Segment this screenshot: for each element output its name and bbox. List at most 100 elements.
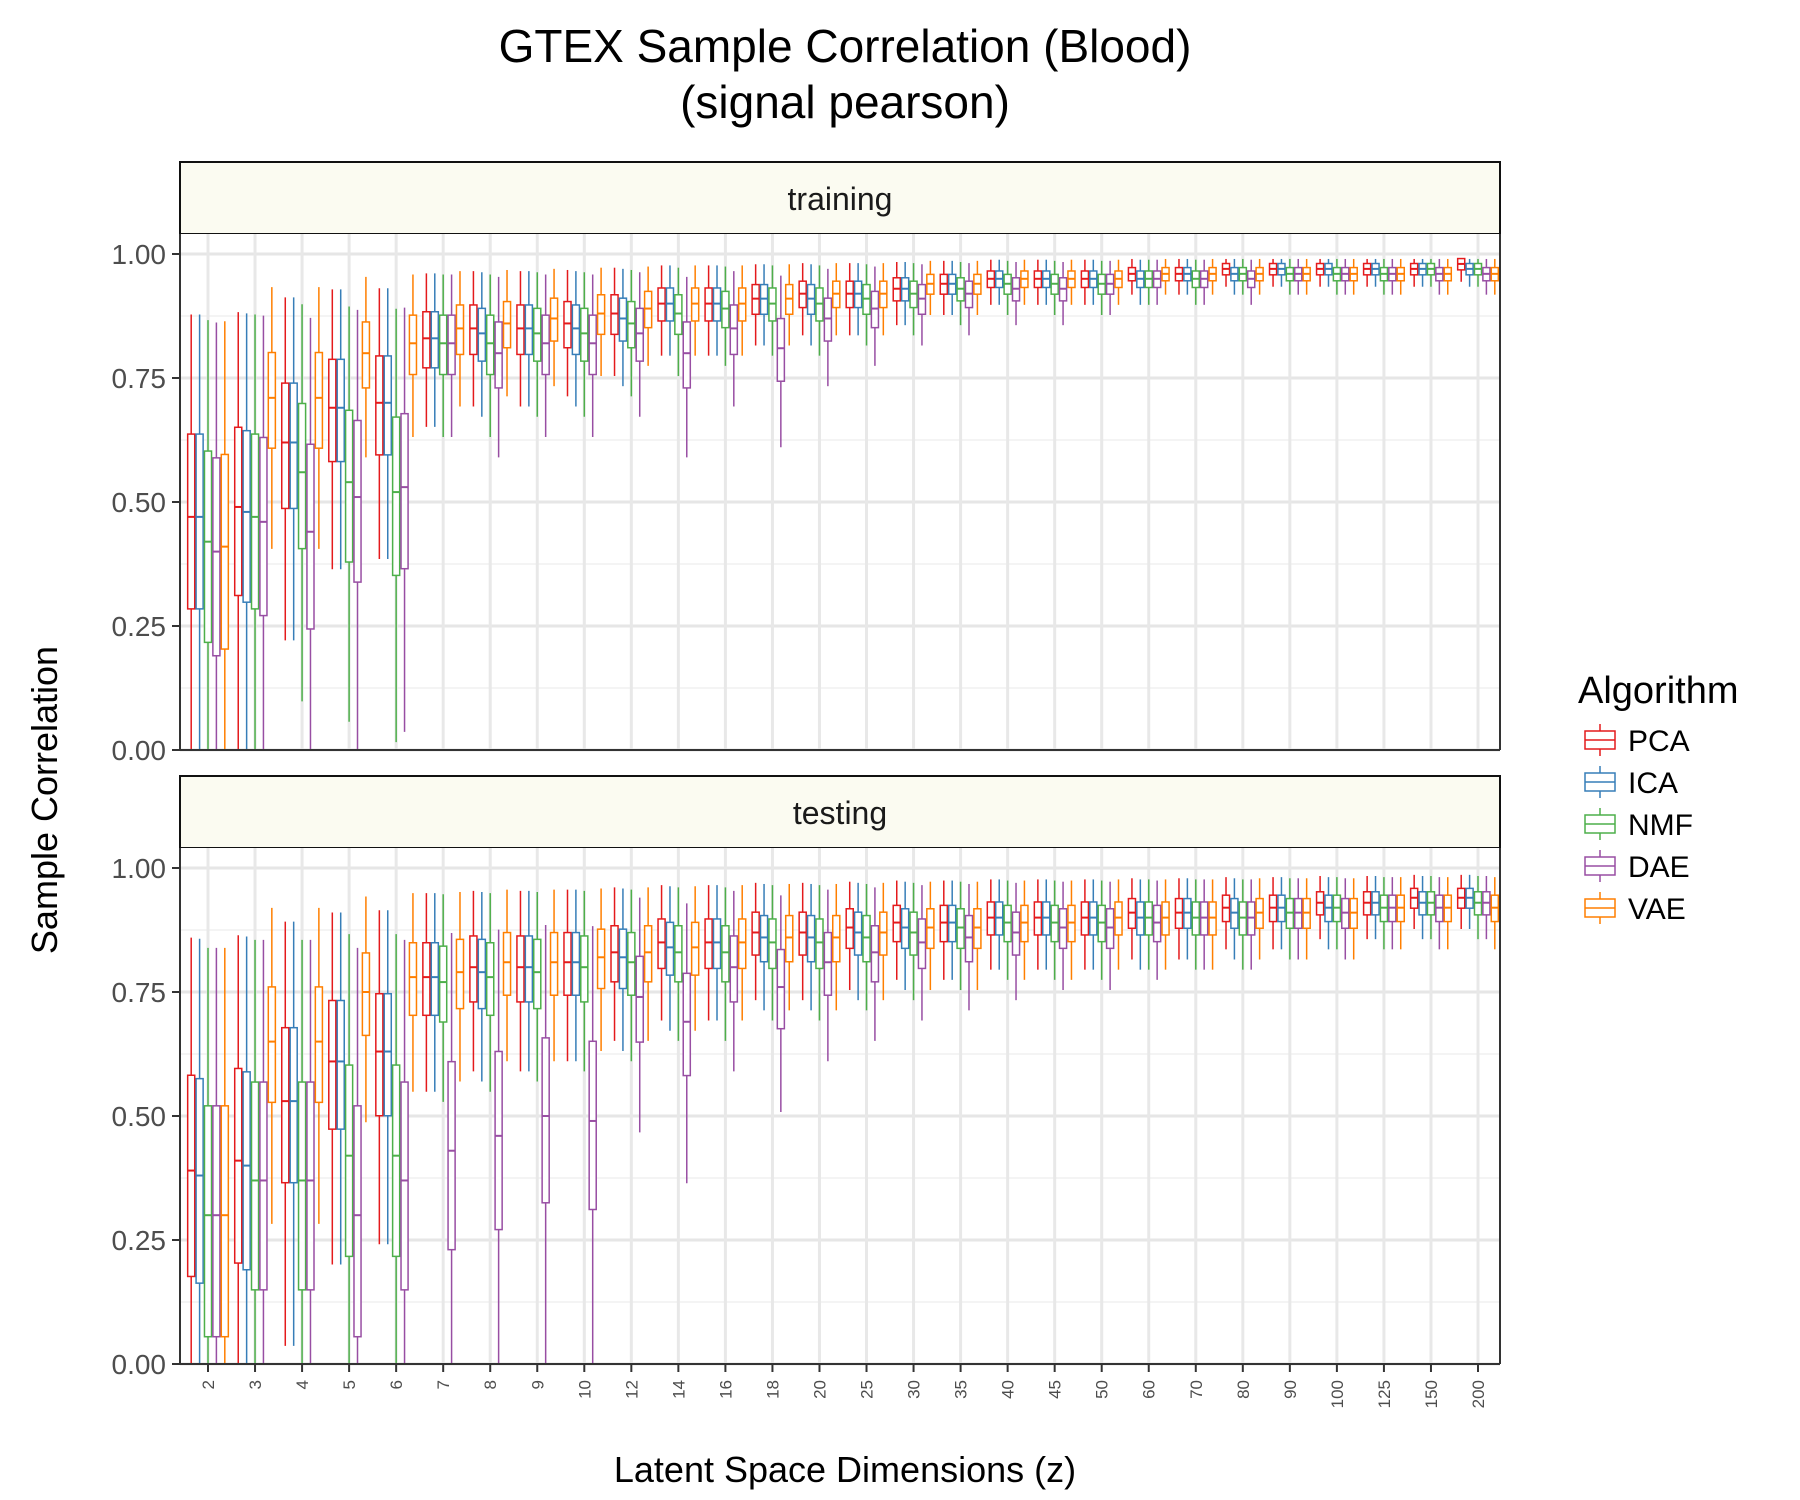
box-dae [212, 1105, 221, 1338]
box-ica [336, 358, 345, 463]
box-nmf [297, 1081, 307, 1291]
box-dae [306, 443, 315, 630]
box-pca [610, 294, 619, 336]
box-vae [455, 304, 465, 356]
box-nmf [956, 908, 965, 950]
x-tick-label: 7 [434, 1380, 453, 1389]
y-tick-label: 1.00 [112, 239, 167, 270]
box-ica [242, 429, 251, 603]
box-ica [900, 908, 910, 950]
box-dae [353, 419, 362, 583]
box-pca [422, 941, 431, 1017]
y-tick-label: 0.50 [112, 487, 167, 518]
x-tick-label: 200 [1469, 1380, 1488, 1408]
box-pca [469, 935, 478, 1003]
box-vae [879, 911, 888, 956]
box-nmf [815, 918, 824, 970]
x-tick-label: 60 [1140, 1380, 1159, 1399]
y-tick-label: 0.75 [112, 363, 167, 394]
chart-subtitle: (signal pearson) [680, 76, 1010, 128]
box-dae [823, 297, 833, 342]
box-ica [242, 1071, 251, 1271]
x-axis-ticks: 2 3 4 5 6 7 8 9 10 12 14 16 18 20 25 30 35 40 45 50 60 70 80 90… [199, 1364, 1488, 1408]
box-vae [784, 914, 794, 963]
box-nmf [344, 409, 354, 563]
box-nmf [438, 945, 448, 1023]
legend-key-dae [1584, 850, 1616, 882]
box-pca [280, 382, 290, 510]
box-nmf [391, 1064, 401, 1258]
plot-area [180, 234, 1500, 750]
x-tick-label: 16 [716, 1380, 735, 1399]
box-vae [220, 1105, 230, 1338]
x-tick-label: 35 [952, 1380, 971, 1399]
y-tick-label: 0.75 [112, 977, 167, 1008]
box-ica [289, 382, 298, 510]
box-ica [336, 999, 345, 1130]
box-nmf [203, 450, 213, 644]
box-dae [447, 314, 456, 376]
box-nmf [250, 433, 260, 610]
box-ica [806, 914, 816, 963]
legend-key-nmf [1584, 808, 1616, 840]
box-nmf [580, 307, 589, 362]
box-vae [832, 914, 841, 963]
box-vae [408, 941, 418, 1017]
box-ica [430, 941, 440, 1017]
y-tick-label: 0.25 [112, 611, 167, 642]
legend-title: Algorithm [1578, 670, 1739, 712]
box-nmf [391, 416, 401, 577]
box-ica [524, 304, 534, 356]
box-vae [596, 294, 606, 336]
facet-strip [179, 775, 1501, 849]
box-ica [289, 1026, 298, 1184]
box-dae [353, 1105, 362, 1338]
box-nmf [344, 1064, 354, 1258]
box-ica [571, 931, 581, 996]
box-pca [516, 304, 525, 356]
box-dae [588, 314, 597, 376]
box-ica [759, 914, 769, 963]
box-pca [845, 908, 854, 950]
box-dae [400, 1081, 409, 1291]
box-vae [926, 908, 935, 950]
box-dae [1058, 908, 1068, 950]
box-pca [798, 911, 807, 956]
box-nmf [627, 931, 636, 996]
box-dae [635, 955, 645, 1043]
box-nmf [297, 402, 307, 550]
box-dae [682, 972, 692, 1077]
box-ica [477, 938, 487, 1010]
x-tick-label: 50 [1093, 1380, 1112, 1399]
x-tick-label: 6 [387, 1380, 406, 1389]
box-vae [690, 921, 700, 976]
x-tick-label: 4 [293, 1380, 312, 1389]
y-tick-label: 0.00 [112, 735, 167, 766]
box-ica [571, 304, 581, 356]
box-pca [328, 358, 337, 463]
x-tick-label: 45 [1046, 1380, 1065, 1399]
box-nmf [674, 925, 683, 983]
box-vae [455, 938, 465, 1010]
facet-strip [179, 161, 1501, 235]
box-dae [1011, 911, 1021, 956]
legend-key-pca [1584, 724, 1616, 756]
x-tick-label: 70 [1187, 1380, 1206, 1399]
box-dae [306, 1081, 315, 1291]
box-dae [635, 307, 645, 362]
x-tick-label: 30 [905, 1380, 924, 1399]
box-pca [563, 931, 572, 996]
panel-training: training 0.00 0.25 0.50 0.75 1.00 [112, 161, 1501, 766]
x-tick-label: 90 [1281, 1380, 1300, 1399]
box-dae [729, 935, 739, 1003]
x-tick-label: 80 [1234, 1380, 1253, 1399]
box-ica [195, 1077, 204, 1284]
box-vae [267, 986, 277, 1104]
legend: Algorithm PCA ICA NMF DAE VAE [1578, 670, 1739, 926]
chart-title: GTEX Sample Correlation (Blood) [499, 20, 1192, 72]
x-tick-label: 25 [858, 1380, 877, 1399]
box-vae [502, 931, 512, 996]
box-dae [541, 1037, 550, 1204]
box-ica [383, 992, 393, 1117]
box-pca [186, 433, 196, 610]
